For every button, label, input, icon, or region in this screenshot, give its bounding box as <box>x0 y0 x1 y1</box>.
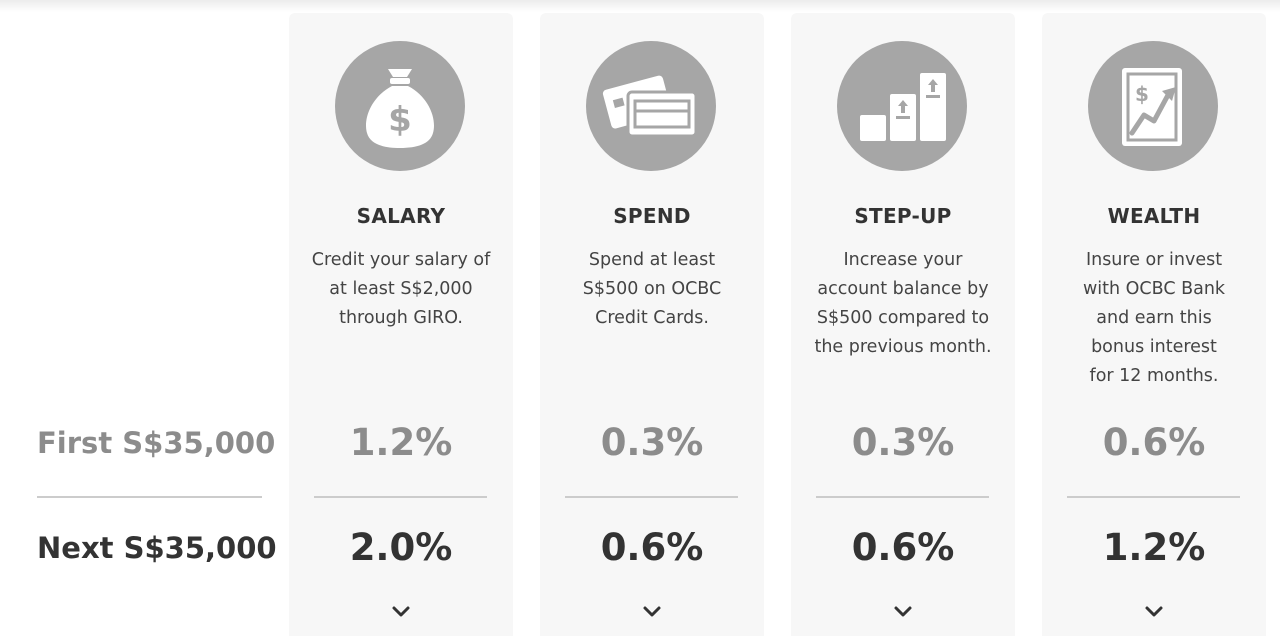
icon-circle: $ <box>1088 41 1218 171</box>
row-label-first: First S$35,000 <box>37 426 276 460</box>
column-divider <box>1067 496 1240 498</box>
rate-next: 1.2% <box>1102 526 1206 569</box>
rate-first: 0.3% <box>600 421 704 464</box>
chevron-down-icon[interactable] <box>1144 605 1164 619</box>
column-title: SALARY <box>356 204 446 228</box>
rate-first: 0.3% <box>851 421 955 464</box>
column-wealth: $ WEALTH Insure or invest with OCBC Bank… <box>1042 13 1266 636</box>
column-divider <box>816 496 989 498</box>
svg-text:$: $ <box>388 100 412 140</box>
rate-first: 1.2% <box>349 421 453 464</box>
row-label-next: Next S$35,000 <box>37 531 277 565</box>
svg-text:$: $ <box>1135 82 1149 106</box>
column-description: Insure or invest with OCBC Bank and earn… <box>1082 250 1226 386</box>
money-bag-icon: $ <box>366 69 434 148</box>
column-divider <box>314 496 487 498</box>
column-title: STEP-UP <box>854 204 952 228</box>
column-description: Credit your salary of at least S$2,000 t… <box>311 250 491 328</box>
icon-circle: $ <box>335 41 465 171</box>
column-title: SPEND <box>613 204 691 228</box>
column-description: Spend at least S$500 on OCBC Credit Card… <box>582 250 722 328</box>
icon-circle <box>837 41 967 171</box>
column-salary: $ SALARY Credit your salary of at least … <box>289 13 513 636</box>
row-divider <box>37 496 262 498</box>
chevron-down-icon[interactable] <box>893 605 913 619</box>
credit-cards-icon <box>602 75 698 138</box>
chevron-down-icon[interactable] <box>391 605 411 619</box>
rate-next: 0.6% <box>851 526 955 569</box>
column-title: WEALTH <box>1107 204 1201 228</box>
step-up-bars-icon <box>860 73 946 141</box>
wealth-chart-icon: $ <box>1122 68 1182 146</box>
rate-next: 2.0% <box>349 526 453 569</box>
icon-circle <box>586 41 716 171</box>
top-shadow <box>0 0 1280 12</box>
chevron-down-icon[interactable] <box>642 605 662 619</box>
rate-next: 0.6% <box>600 526 704 569</box>
column-step-up: STEP-UP Increase your account balance by… <box>791 13 1015 636</box>
column-divider <box>565 496 738 498</box>
column-spend: SPEND Spend at least S$500 on OCBC Credi… <box>540 13 764 636</box>
column-description: Increase your account balance by S$500 c… <box>814 250 992 357</box>
rate-first: 0.6% <box>1102 421 1206 464</box>
